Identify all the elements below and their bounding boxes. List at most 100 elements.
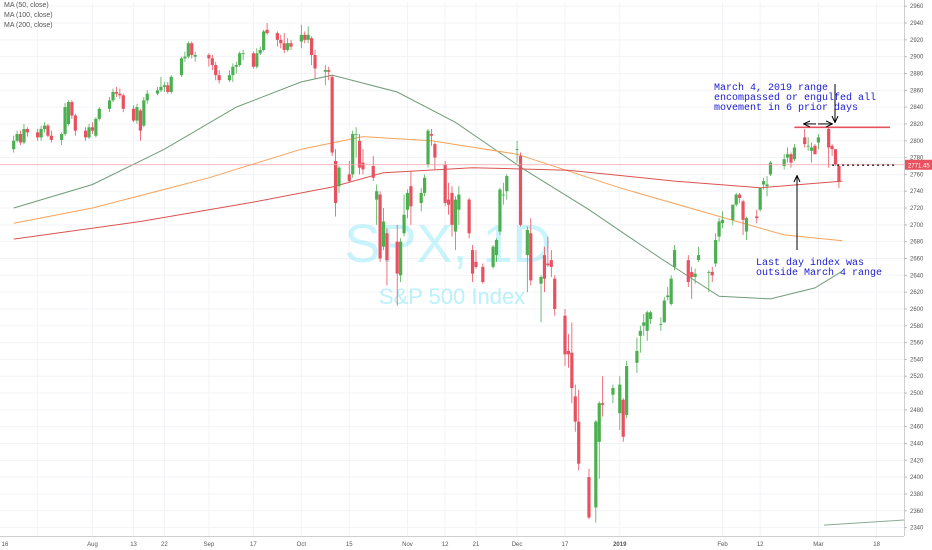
candle-body: [429, 134, 434, 136]
candle-body: [419, 192, 423, 203]
candle-body: [553, 278, 557, 309]
time-tick-label: Mar: [813, 542, 823, 548]
candle-body: [114, 91, 119, 94]
candle-body: [669, 278, 673, 304]
candle-body: [42, 125, 47, 129]
price-tick-label: 2620: [910, 290, 924, 296]
candle-body: [621, 399, 625, 437]
trend-line: [823, 519, 905, 526]
time-tick-label: 21: [473, 542, 480, 548]
candle-body: [618, 384, 622, 414]
candle-body: [84, 130, 88, 138]
candle-body: [303, 34, 307, 40]
candle-body: [453, 199, 458, 232]
candle-body: [625, 366, 629, 415]
candle-body: [399, 241, 403, 276]
candle-body: [662, 300, 666, 323]
candle-body: [12, 140, 16, 150]
price-axis[interactable]: 2340 2360 2380 2400 2420 2440 2460 2480 2500 2520…: [904, 0, 932, 550]
candle-body: [686, 260, 690, 283]
candle-body: [15, 134, 19, 141]
candle-body: [785, 154, 790, 158]
candle-body: [323, 70, 327, 72]
candle-body: [573, 396, 577, 422]
candle-body: [49, 135, 53, 140]
candle-body: [22, 128, 26, 143]
candle-body: [357, 140, 362, 168]
candle-body: [672, 250, 677, 267]
candle-body: [423, 177, 427, 193]
candle-body: [251, 53, 255, 67]
candlesticks: [12, 23, 841, 523]
price-tick-label: 2600: [910, 307, 924, 313]
candle-body: [467, 199, 471, 234]
candle-body: [642, 322, 646, 326]
candle-body: [690, 271, 694, 277]
ma-line-50: [13, 74, 843, 300]
candle-body: [734, 194, 738, 205]
candle-body: [210, 58, 214, 66]
candle-body: [744, 218, 749, 232]
candle-body: [649, 312, 653, 320]
candle-body: [145, 93, 149, 101]
candle-body: [762, 181, 766, 185]
candle-body: [789, 154, 793, 163]
price-tick-label: 2800: [910, 139, 924, 145]
time-tick-label: Dec: [512, 542, 523, 548]
time-tick-label: 12: [757, 542, 764, 548]
candle-body: [361, 162, 365, 170]
candle-body: [217, 75, 221, 81]
drawing-overlays[interactable]: [0, 84, 905, 526]
time-tick-label: Oct: [297, 542, 307, 548]
legend-ma200[interactable]: MA (200, close): [4, 22, 53, 29]
candle-body: [231, 66, 235, 76]
candle-body: [405, 192, 410, 210]
candle-body: [66, 102, 71, 124]
price-tick-label: 2880: [910, 71, 924, 77]
candle-body: [135, 107, 139, 121]
candle-body: [731, 204, 735, 220]
candle-body: [611, 387, 615, 395]
annotations[interactable]: March 4, 2019 range encompassed or engul…: [714, 82, 882, 279]
candle-body: [707, 271, 711, 273]
candle-body: [765, 184, 769, 187]
price-tick-label: 2780: [910, 156, 924, 162]
legend-ma50[interactable]: MA (50, close): [4, 2, 49, 9]
legend-ma100[interactable]: MA (100, close): [4, 12, 53, 19]
last-day-note-line-1: Last day index was: [756, 257, 864, 269]
candle-body: [371, 165, 375, 178]
time-tick-label: 13: [130, 542, 137, 548]
range-note-line-2: encompassed or engulfed all: [714, 92, 876, 104]
candle-body: [635, 350, 639, 363]
candle-body: [25, 128, 29, 133]
candle-body: [566, 350, 571, 355]
price-tick-label: 2540: [910, 357, 924, 363]
price-tick-label: 2480: [910, 408, 924, 414]
candle-body: [286, 43, 290, 50]
time-tick-label: 16: [2, 542, 9, 548]
candle-body: [306, 34, 310, 40]
last-day-note-line-2: outside March 4 range: [756, 267, 882, 279]
watermark-name: S&P 500 Index: [379, 284, 525, 309]
candle-body: [262, 31, 266, 50]
price-tick-label: 2840: [910, 105, 924, 111]
candle-body: [525, 229, 529, 256]
candle-body: [94, 118, 98, 136]
candle-body: [720, 219, 725, 224]
price-tick-label: 2920: [910, 38, 924, 44]
candle-body: [385, 233, 389, 261]
candle-body: [597, 403, 601, 442]
range-note-line-1: March 4, 2019 range: [714, 82, 828, 94]
candle-body: [717, 221, 721, 237]
time-tick-label: 17: [250, 542, 257, 548]
candle-body: [837, 165, 841, 182]
price-tick-label: 2680: [910, 240, 924, 246]
time-axis[interactable]: 16 Aug 13 22 Sep 17 Oct 15 Nov 12 21 Dec 17 2019 Feb 12…: [0, 536, 904, 549]
candle-body: [666, 295, 670, 298]
range-note-line-3: movement in 6 prior days: [714, 102, 858, 114]
candle-body: [70, 102, 74, 116]
candle-body: [587, 477, 591, 518]
candle-body: [518, 155, 523, 225]
candle-body: [645, 312, 649, 331]
